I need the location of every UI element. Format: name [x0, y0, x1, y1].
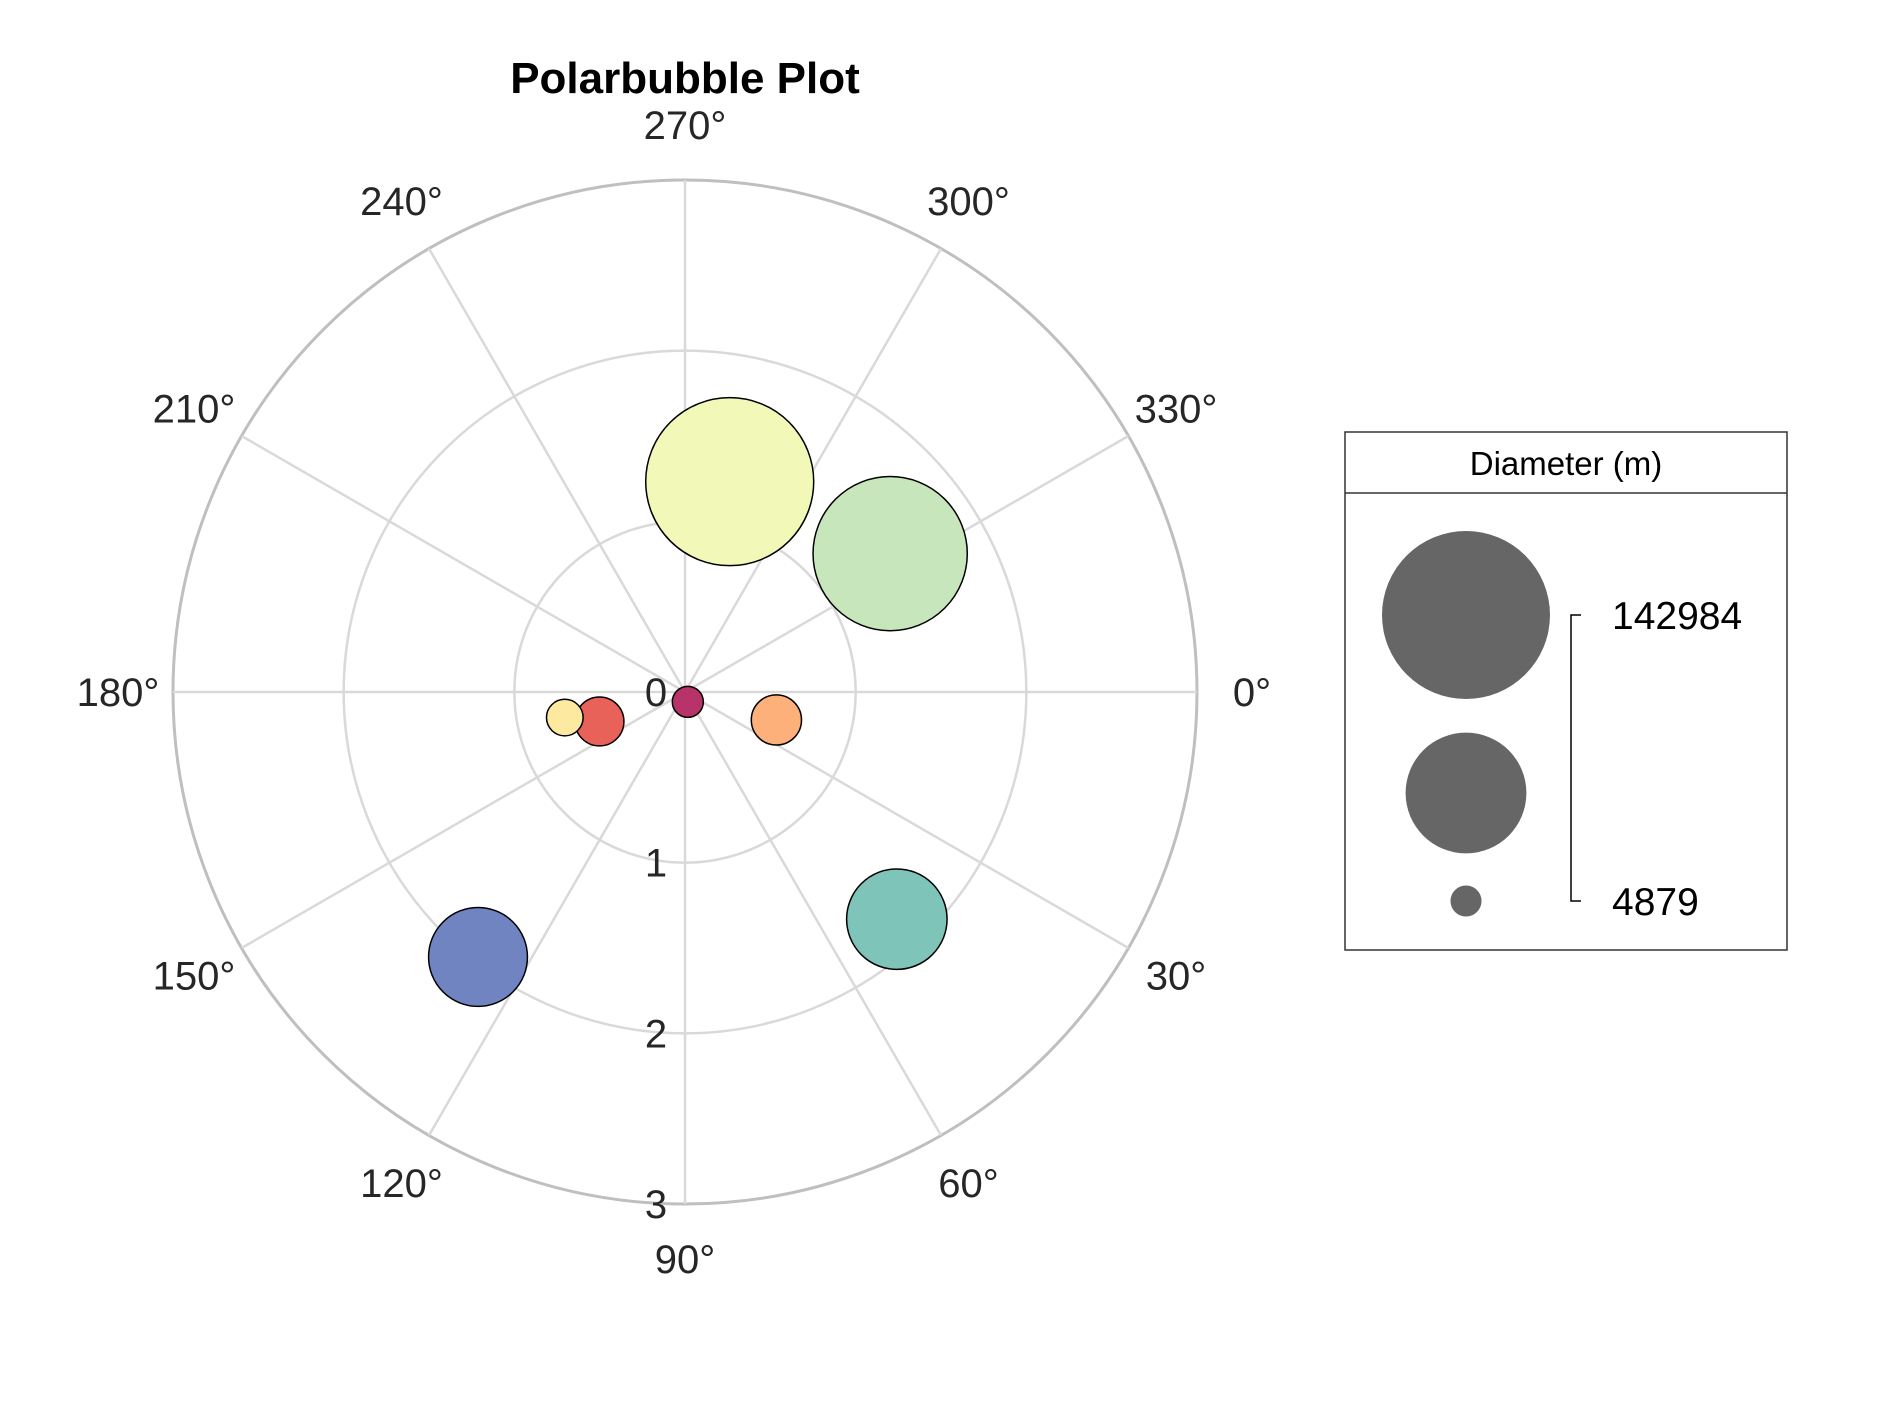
- theta-tick-label: 150°: [153, 955, 236, 999]
- legend-min-label: 4879: [1612, 881, 1699, 924]
- legend-bubbles: [1382, 531, 1550, 917]
- r-tick-label: 0: [645, 671, 667, 715]
- polar-grid-spoke: [240, 434, 686, 694]
- bubble-series: [427, 396, 969, 1008]
- theta-tick-label: 300°: [927, 180, 1010, 224]
- bubble-point: [644, 396, 815, 567]
- theta-tick-label: 0°: [1233, 671, 1271, 715]
- legend-bubble: [1450, 885, 1482, 917]
- r-tick-label: 1: [645, 842, 667, 886]
- polar-grid-spoke: [683, 691, 943, 1137]
- polar-tick-labels: 0° 30° 60° 90° 120° 150° 180° 210° 240° 270° 300° 3…: [77, 104, 1271, 1282]
- chart-title: Polarbubble Plot: [510, 54, 860, 103]
- r-tick-label: 3: [645, 1183, 667, 1227]
- legend-title: Diameter (m): [1470, 445, 1663, 482]
- legend-max-label: 142984: [1612, 595, 1742, 638]
- polar-grid-spoke: [427, 247, 687, 693]
- theta-tick-label: 240°: [360, 180, 443, 224]
- bubble-point: [545, 698, 584, 737]
- theta-tick-label: 60°: [938, 1162, 999, 1206]
- theta-tick-label: 330°: [1135, 388, 1218, 432]
- bubble-point: [750, 694, 803, 746]
- theta-tick-label: 90°: [655, 1238, 716, 1282]
- legend-bubble: [1405, 732, 1527, 854]
- theta-tick-label: 180°: [77, 671, 160, 715]
- theta-tick-label: 120°: [360, 1162, 443, 1206]
- theta-tick-label: 30°: [1146, 955, 1207, 999]
- bubble-point: [427, 906, 529, 1008]
- bubble-point: [671, 685, 705, 719]
- bubble-point: [812, 475, 969, 632]
- r-tick-label: 2: [645, 1012, 667, 1056]
- size-legend: Diameter (m) 142984 4879: [1344, 431, 1788, 951]
- legend-bubble: [1382, 531, 1550, 699]
- theta-tick-label: 210°: [153, 388, 236, 432]
- theta-tick-label: 270°: [644, 104, 727, 148]
- legend-frame: [1344, 431, 1788, 951]
- legend-bracket: [1570, 614, 1581, 902]
- bubble-point: [845, 868, 948, 971]
- polar-grid-spoke: [427, 691, 687, 1137]
